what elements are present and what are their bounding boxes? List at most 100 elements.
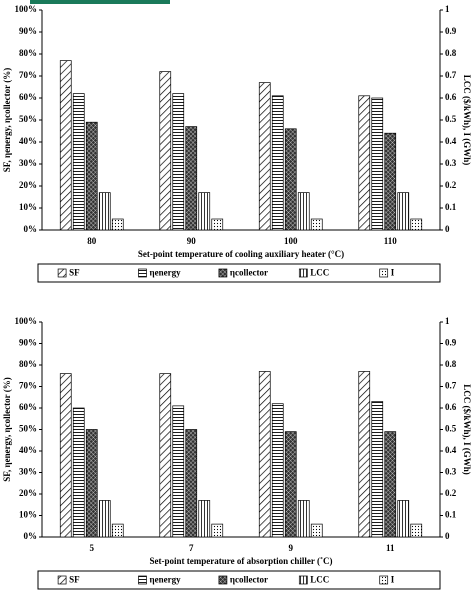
legend-label: SF bbox=[69, 268, 80, 278]
y-tick-label: 10% bbox=[19, 202, 37, 212]
y2-axis-title: LCC ($/kWh), I (GWh) bbox=[462, 75, 472, 166]
y-tick-label: 90% bbox=[19, 26, 37, 36]
bar bbox=[98, 192, 111, 231]
bar bbox=[371, 401, 384, 538]
bar bbox=[410, 218, 423, 231]
bar bbox=[211, 523, 224, 538]
x-axis-title: Set-point temperature of absorption chil… bbox=[150, 556, 333, 566]
y2-tick-label: 0.6 bbox=[445, 402, 457, 412]
y-axis-title: SF, ηenergy, ηcollector (%) bbox=[2, 377, 12, 481]
legend-swatch bbox=[379, 268, 389, 278]
y2-tick-label: 0.1 bbox=[445, 202, 457, 212]
x-tick-label: 100 bbox=[284, 236, 298, 246]
y2-tick-label: 0 bbox=[445, 531, 450, 541]
legend-swatch bbox=[298, 268, 308, 278]
legend-swatch bbox=[138, 268, 147, 278]
y-tick-label: 60% bbox=[19, 402, 37, 412]
y-tick-label: 30% bbox=[19, 467, 37, 477]
y-tick-label: 30% bbox=[19, 158, 37, 168]
y2-tick-label: 0.7 bbox=[445, 381, 457, 391]
legend-label: ηcollector bbox=[230, 575, 268, 585]
y-tick-label: 100% bbox=[15, 316, 38, 326]
x-tick-label: 5 bbox=[90, 543, 95, 553]
bar bbox=[297, 192, 310, 231]
bar bbox=[111, 523, 124, 538]
y-tick-label: 0% bbox=[24, 224, 38, 234]
y2-tick-label: 0.5 bbox=[445, 114, 457, 124]
legend-label: SF bbox=[69, 575, 80, 585]
y-tick-label: 70% bbox=[19, 70, 37, 80]
y2-tick-label: 0.7 bbox=[445, 70, 457, 80]
bar bbox=[172, 93, 185, 231]
y-tick-label: 80% bbox=[19, 48, 37, 58]
y-tick-label: 60% bbox=[19, 92, 37, 102]
x-tick-label: 110 bbox=[384, 236, 398, 246]
legend-label: LCC bbox=[310, 268, 329, 278]
y2-tick-label: 0.8 bbox=[445, 48, 457, 58]
x-tick-label: 7 bbox=[189, 543, 194, 553]
y-tick-label: 80% bbox=[19, 359, 37, 369]
legend-swatch bbox=[218, 575, 228, 585]
bar bbox=[358, 371, 371, 538]
bar bbox=[159, 71, 172, 231]
y-tick-label: 0% bbox=[24, 531, 38, 541]
legend-label: ηenergy bbox=[150, 268, 182, 278]
legend-swatch bbox=[379, 575, 389, 585]
y-tick-label: 40% bbox=[19, 445, 37, 455]
legend-box bbox=[37, 570, 441, 590]
legend-label: ηcollector bbox=[230, 268, 268, 278]
bar bbox=[258, 371, 271, 538]
y2-tick-label: 0.2 bbox=[445, 488, 457, 498]
y-tick-label: 10% bbox=[19, 510, 37, 520]
legend-label: I bbox=[391, 268, 395, 278]
y2-tick-label: 0.6 bbox=[445, 92, 457, 102]
bar bbox=[85, 121, 98, 231]
y-tick-label: 100% bbox=[15, 4, 38, 14]
x-tick-label: 11 bbox=[386, 543, 395, 553]
bar bbox=[98, 500, 111, 538]
bar bbox=[258, 82, 271, 231]
y-tick-label: 40% bbox=[19, 136, 37, 146]
bar bbox=[384, 132, 397, 231]
bar bbox=[198, 192, 211, 231]
y2-tick-label: 0.1 bbox=[445, 510, 457, 520]
legend-label: ηenergy bbox=[150, 575, 182, 585]
y2-tick-label: 0.2 bbox=[445, 180, 457, 190]
bar bbox=[72, 93, 85, 231]
bar bbox=[172, 405, 185, 538]
bar bbox=[358, 95, 371, 231]
y2-tick-label: 1 bbox=[445, 4, 450, 14]
legend-label: LCC bbox=[310, 575, 329, 585]
legend-box bbox=[37, 263, 441, 283]
y2-tick-label: 0 bbox=[445, 224, 450, 234]
y2-tick-label: 1 bbox=[445, 316, 450, 326]
legend-swatch bbox=[57, 575, 67, 585]
bar bbox=[185, 429, 198, 538]
bar bbox=[271, 95, 284, 231]
y-tick-label: 50% bbox=[19, 424, 37, 434]
bar bbox=[284, 128, 297, 231]
y2-tick-label: 0.3 bbox=[445, 158, 457, 168]
x-tick-label: 90 bbox=[187, 236, 197, 246]
y2-tick-label: 0.4 bbox=[445, 136, 457, 146]
y-axis-title: SF, ηenergy, ηcollector (%) bbox=[2, 68, 12, 172]
y-tick-label: 70% bbox=[19, 381, 37, 391]
y-tick-label: 90% bbox=[19, 338, 37, 348]
bar bbox=[310, 218, 323, 231]
y2-tick-label: 0.5 bbox=[445, 424, 457, 434]
bar bbox=[284, 431, 297, 538]
bar bbox=[185, 126, 198, 231]
y2-axis-title: LCC ($/kWh), I (GWh) bbox=[462, 384, 472, 475]
bar bbox=[72, 407, 85, 538]
bar bbox=[198, 500, 211, 538]
bar bbox=[371, 97, 384, 231]
bar bbox=[310, 523, 323, 538]
bar bbox=[297, 500, 310, 538]
y2-tick-label: 0.4 bbox=[445, 445, 457, 455]
bar bbox=[397, 192, 410, 231]
bar bbox=[397, 500, 410, 538]
x-tick-label: 9 bbox=[289, 543, 294, 553]
logo-strip bbox=[30, 0, 170, 4]
bar bbox=[59, 60, 72, 231]
